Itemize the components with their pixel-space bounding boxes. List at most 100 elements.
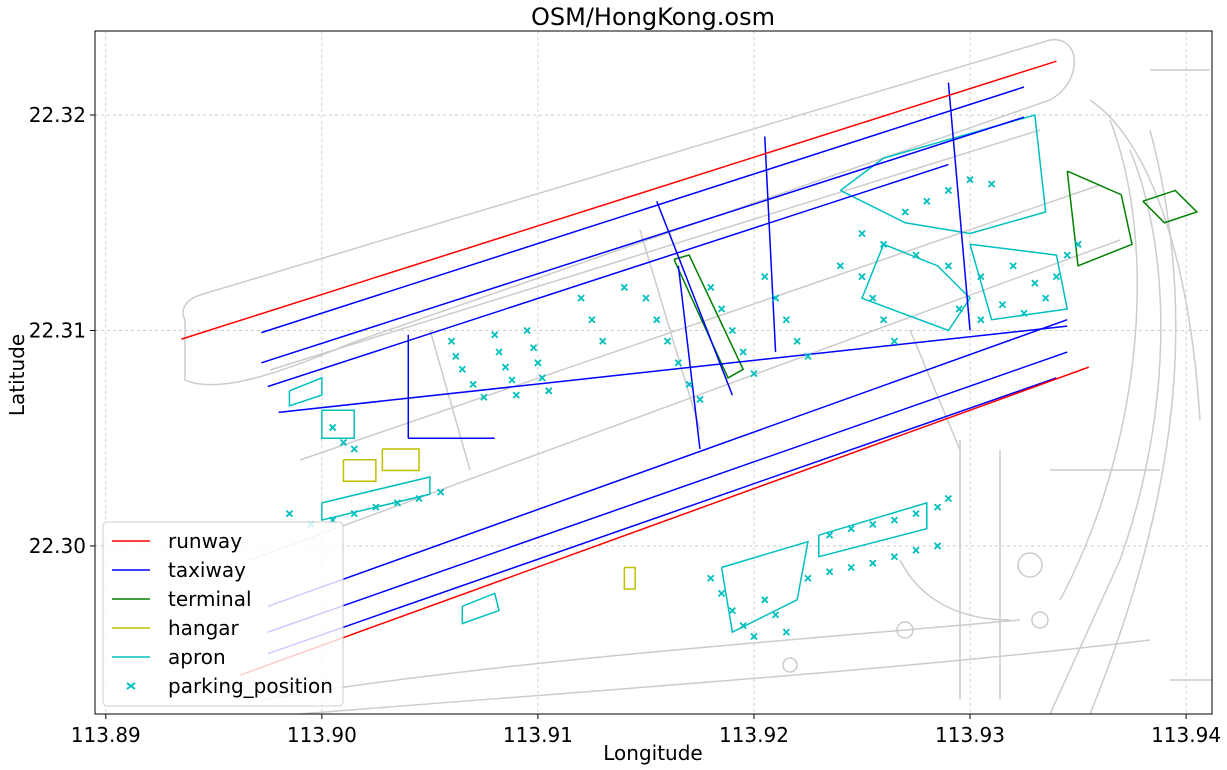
parking-position-marker: [858, 272, 866, 281]
legend-label: apron: [168, 645, 226, 669]
parking-position-marker: [944, 494, 953, 503]
runways-layer: [181, 60, 1090, 676]
road: [909, 329, 961, 451]
road: [899, 559, 1011, 621]
parking-position-marker: [329, 423, 337, 432]
parking-position-marker: [717, 589, 726, 597]
parking-position-marker: [620, 283, 628, 292]
parking-position-marker: [480, 393, 488, 401]
parking-position-marker: [534, 359, 542, 367]
parking-position-marker: [1042, 294, 1050, 302]
road: [299, 639, 1151, 714]
y-tick-label: 22.30: [29, 534, 86, 558]
parking-position-marker: [599, 337, 607, 345]
y-axis-label: Latitude: [5, 334, 29, 416]
legend-label: terminal: [168, 587, 252, 611]
road: [1089, 129, 1177, 714]
parking-position-marker: [588, 316, 596, 324]
taxiway: [278, 325, 1068, 414]
y-axis-ticks: 22.30 22.31 22.32: [29, 103, 95, 558]
apron: [321, 476, 431, 522]
parking-position-marker: [545, 387, 553, 395]
parking-position-marker: [707, 283, 715, 292]
taxiways-layer: [261, 82, 1068, 655]
parking-position-marker: [804, 574, 812, 582]
x-tick-label: 113.91: [503, 723, 573, 747]
parking-position-marker: [977, 272, 985, 281]
parking-position-marker: [761, 596, 769, 604]
parking-position-marker: [890, 553, 899, 561]
parking-position-marker: [825, 568, 834, 576]
x-tick-label: 113.92: [719, 723, 789, 747]
parking-position-marker: [739, 622, 747, 630]
parking-position-marker: [847, 563, 855, 572]
aprons-layer: [288, 114, 1069, 634]
parking-position-marker: [966, 176, 974, 184]
parking-position-marker: [923, 197, 931, 205]
parking-position-marker: [452, 352, 460, 360]
parking-position-marker: [847, 525, 855, 533]
legend-label: parking_position: [168, 674, 333, 698]
parking-position-marker: [944, 186, 953, 195]
parking-position-marker: [674, 359, 682, 367]
road: [259, 619, 1021, 701]
road: [1059, 119, 1138, 601]
taxiway: [267, 377, 1057, 655]
parking-positions-layer: [285, 176, 1082, 641]
parking-position-marker: [933, 503, 942, 511]
parking-position-marker: [912, 546, 920, 554]
taxiway: [267, 351, 1068, 633]
roundabout: [896, 621, 914, 639]
parking-position-marker: [415, 494, 423, 503]
parking-position-marker: [836, 262, 845, 270]
apron: [818, 501, 928, 558]
y-tick-label: 22.32: [29, 103, 86, 127]
parking-position-marker: [869, 294, 877, 302]
legend-label: runway: [168, 529, 242, 553]
plot-frame: [94, 30, 1213, 715]
parking-position-marker: [879, 240, 888, 248]
apron: [461, 592, 500, 625]
parking-position-marker: [750, 369, 758, 378]
runway: [239, 366, 1090, 676]
parking-position-marker: [350, 509, 358, 518]
taxiway: [261, 86, 1025, 334]
parking-position-marker: [1031, 279, 1039, 287]
hangar: [623, 566, 636, 590]
parking-position-marker: [512, 391, 520, 399]
parking-position-marker: [685, 380, 693, 388]
parking-position-marker: [793, 337, 801, 345]
parking-position-marker: [1063, 251, 1071, 259]
road: [249, 239, 1121, 561]
parking-position-marker: [339, 438, 348, 447]
parking-position-marker: [538, 374, 546, 382]
parking-position-marker: [1009, 262, 1017, 270]
legend: runway taxiway terminal hangar apron parking_…: [102, 521, 344, 707]
taxiway: [656, 200, 734, 396]
parking-position-marker: [437, 488, 445, 496]
parking-position-marker: [890, 337, 899, 345]
background-roads: [182, 39, 1212, 714]
road: [299, 184, 1101, 461]
taxiway: [267, 319, 1068, 607]
parking-position-marker: [955, 305, 963, 313]
parking-position-marker: [469, 380, 477, 388]
parking-position-marker: [717, 305, 726, 313]
parking-position-marker: [771, 294, 780, 302]
terminal: [1066, 170, 1133, 267]
apron: [321, 409, 356, 439]
parking-position-marker: [987, 180, 996, 188]
taxiway: [261, 116, 1025, 364]
hangar: [342, 459, 377, 483]
parking-position-marker: [782, 316, 791, 324]
y-tick-label: 22.31: [29, 318, 86, 342]
legend-swatch: [126, 682, 136, 690]
parking-position-marker: [696, 395, 704, 404]
parking-position-marker: [491, 331, 499, 339]
parking-position-marker: [350, 445, 358, 453]
parking-position-marker: [458, 365, 466, 373]
apron: [861, 243, 971, 332]
x-tick-label: 113.94: [1151, 723, 1221, 747]
apron: [720, 540, 809, 634]
parking-position-marker: [1020, 309, 1028, 317]
